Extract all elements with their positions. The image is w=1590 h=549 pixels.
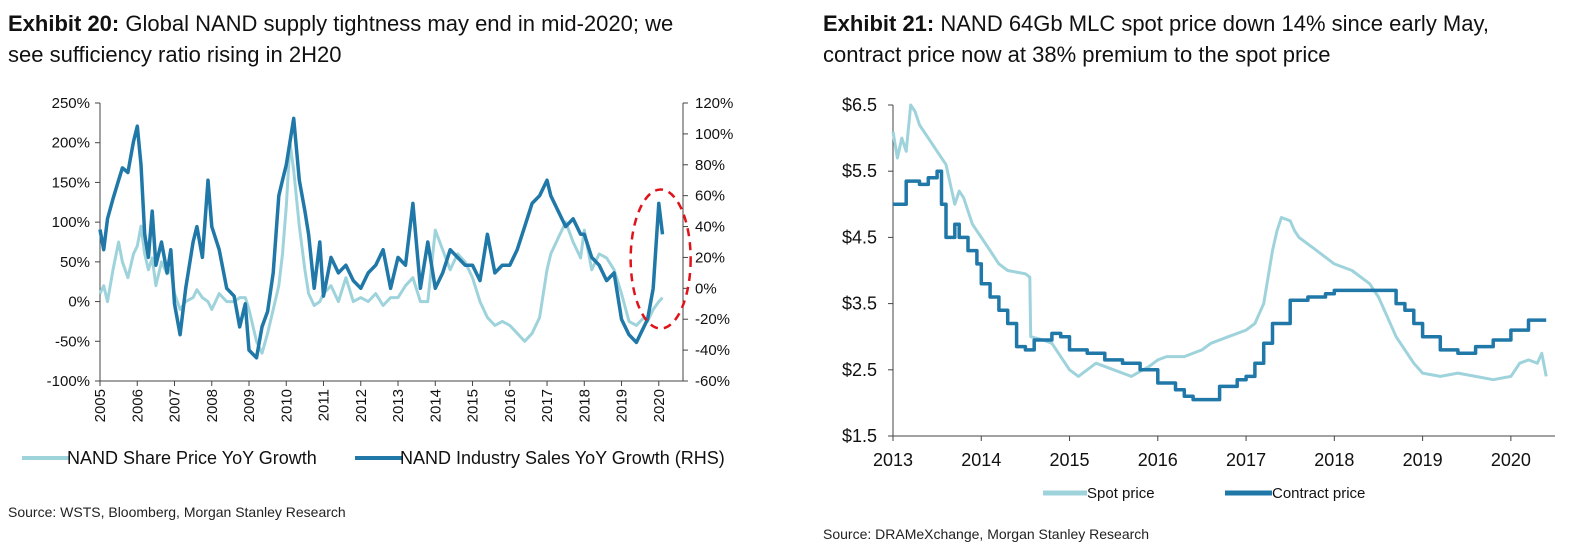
x-tick-label: 2018 [576,389,593,422]
x-tick-label: 2009 [241,389,258,422]
exhibit-20-chart: 250% 200% 150% 100% 50% 0% -50% -100% 120% 100% 80… [22,95,733,468]
right-y-tick-label: -60% [695,373,730,390]
exhibit-21-label: Exhibit 21: [823,11,935,36]
exhibit-21-source: Source: DRAMeXchange, Morgan Stanley Res… [823,526,1150,542]
x-tick-label: 2018 [1314,450,1354,470]
right-y-tick-label: 0% [695,280,717,297]
legend-label-spot-price: Spot price [1087,485,1155,502]
x-tick-label: 2017 [1226,450,1266,470]
left-y-tick-label: -50% [55,333,90,350]
x-tick-label: 2016 [502,389,519,422]
x-tick-label: 2011 [316,389,333,421]
left-y-tick-label: 200% [52,135,90,152]
legend-label-industry-sales: NAND Industry Sales YoY Growth (RHS) [400,448,725,468]
highlight-ellipse [629,188,692,330]
x-tick-label: 2020 [651,389,668,422]
right-y-tick-label: -20% [695,311,730,328]
right-y-tick-label: 80% [695,157,725,174]
exhibit-20-title: Exhibit 20: Global NAND supply tightness… [8,8,673,70]
right-y-tick-label: 40% [695,219,725,236]
exhibit-20-label: Exhibit 20: [8,11,120,36]
exhibit-20-source: Source: WSTS, Bloomberg, Morgan Stanley … [8,504,346,520]
x-tick-label: 2017 [539,389,556,422]
exhibit-21-title-line2: contract price now at 38% premium to the… [823,42,1331,67]
right-y-tick-label: 20% [695,249,725,266]
x-tick-label: 2019 [614,389,631,422]
y-tick-label: $3.5 [842,294,877,314]
legend-label-contract-price: Contract price [1272,485,1365,502]
x-tick-label: 2015 [465,389,482,422]
x-tick-label: 2006 [129,389,146,422]
y-tick-label: $2.5 [842,360,877,380]
y-tick-label: $6.5 [842,95,877,115]
x-tick-label: 2020 [1491,450,1531,470]
x-tick-label: 2014 [427,389,444,422]
x-tick-label: 2008 [204,389,221,422]
x-tick-label: 2013 [390,389,407,422]
left-y-tick-label: 50% [60,254,90,271]
series-line-spot-price [891,103,1548,382]
right-y-tick-label: 100% [695,126,733,143]
right-y-tick-label: 60% [695,188,725,205]
x-tick-label: 2015 [1050,450,1090,470]
series-line-industry-sales [98,116,665,360]
x-tick-label: 2014 [961,450,1001,470]
exhibit-21-chart: $6.5 $5.5 $4.5 $3.5 $2.5 $1.5 2013 2014 2015 2016… [842,95,1555,502]
series-line-share-price [98,141,664,355]
legend-label-share-price: NAND Share Price YoY Growth [67,448,317,468]
right-y-tick-label: -40% [695,342,730,359]
x-tick-label: 2019 [1403,450,1443,470]
y-tick-label: $4.5 [842,227,877,247]
x-tick-label: 2005 [92,389,109,422]
x-tick-label: 2013 [873,450,913,470]
exhibit-20-title-line2: see sufficiency ratio rising in 2H20 [8,42,342,67]
exhibit-21-title-line1: NAND 64Gb MLC spot price down 14% since … [940,11,1489,36]
exhibit-20-panel: Exhibit 20: Global NAND supply tightness… [8,8,733,520]
left-y-tick-label: 250% [52,95,90,112]
y-tick-label: $1.5 [842,426,877,446]
exhibit-21-panel: Exhibit 21: NAND 64Gb MLC spot price dow… [815,0,1590,549]
x-tick-label: 2012 [353,389,370,422]
x-tick-label: 2010 [278,389,295,422]
left-y-tick-label: 100% [52,214,90,231]
series-line-contract-price [893,169,1547,402]
exhibit-21-title: Exhibit 21: NAND 64Gb MLC spot price dow… [823,8,1489,70]
left-y-tick-label: -100% [47,373,90,390]
x-tick-label: 2016 [1138,450,1178,470]
right-y-tick-label: 120% [695,95,733,112]
left-y-tick-label: 150% [52,174,90,191]
x-tick-label: 2007 [167,389,184,422]
exhibit-20-title-line1: Global NAND supply tightness may end in … [125,11,674,36]
left-y-tick-label: 0% [68,294,90,311]
y-tick-label: $5.5 [842,161,877,181]
